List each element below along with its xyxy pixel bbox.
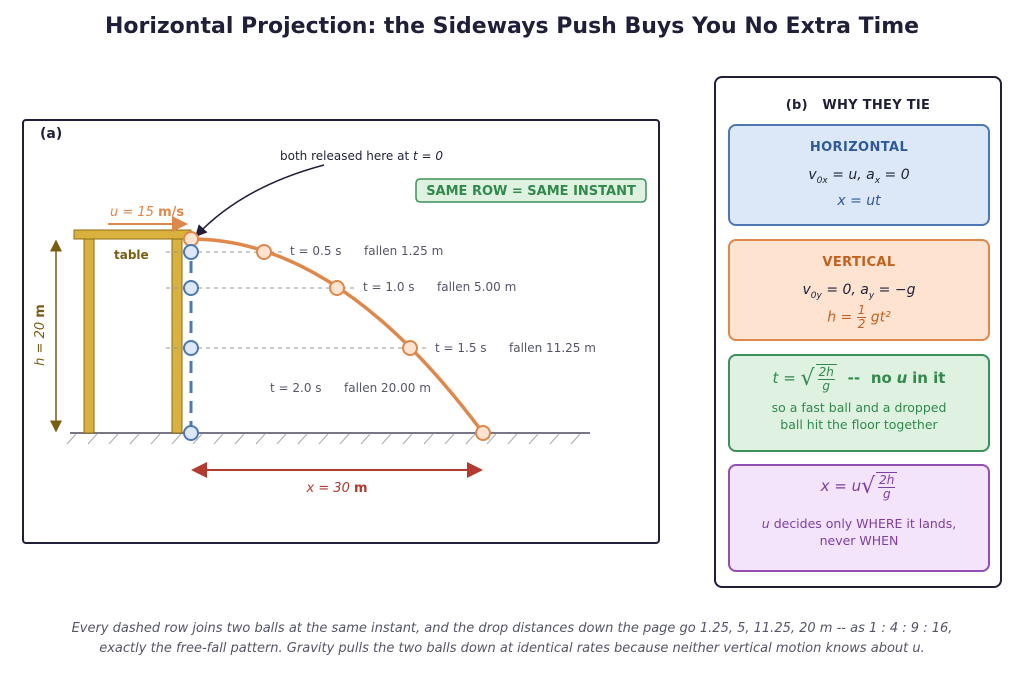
- horizontal-card: HORIZONTAL v0x = u, ax = 0 x = ut: [728, 124, 990, 226]
- release-pointer: [194, 164, 325, 238]
- range-note: u decides only WHERE it lands, never WHE…: [761, 516, 957, 548]
- vertical-title: VERTICAL: [822, 255, 896, 270]
- dropped-ball: [183, 340, 199, 356]
- table-label: table: [114, 248, 149, 262]
- ground-hatch: [507, 433, 518, 445]
- same-instant-badge: [415, 178, 647, 203]
- dropped-ball: [183, 244, 199, 260]
- ground-hatch: [528, 433, 539, 445]
- range-card: x = u√ 2h g u decides only WHERE it lands,…: [728, 464, 990, 572]
- ground-hatch: [423, 433, 434, 445]
- time-equation: t = √ 2h g -- no u in it: [772, 364, 946, 393]
- row-fallen-label: fallen 1.25 m: [364, 244, 443, 258]
- horizontal-range-equation: x = ut: [837, 192, 881, 209]
- ground-hatch: [213, 433, 224, 445]
- ground-hatch: [276, 433, 287, 445]
- trajectory-curve: [190, 237, 485, 435]
- projectile-ball: [475, 425, 491, 441]
- table: [73, 229, 192, 434]
- projectile-ball: [402, 340, 418, 356]
- time-note: so a fast ball and a dropped ball hit th…: [771, 400, 947, 432]
- row-time-label: t = 0.5 s: [290, 244, 342, 258]
- figure-caption: Every dashed row joins two balls at the …: [0, 619, 1024, 659]
- ground-hatch: [66, 433, 77, 445]
- projectile-ball: [256, 244, 272, 260]
- ground-hatch: [486, 433, 497, 445]
- panel-a-label: (a): [40, 126, 62, 142]
- horizontal-equation: v0x = u, ax = 0: [808, 167, 910, 186]
- time-card: t = √ 2h g -- no u in it so a fast ball an…: [728, 354, 990, 452]
- vertical-equation: v0y = 0, ay = −g: [802, 282, 916, 301]
- ground-hatch: [465, 433, 476, 445]
- ground-hatch: [171, 433, 182, 445]
- row-fallen-label: fallen 5.00 m: [437, 280, 516, 294]
- ground-hatch: [570, 433, 581, 445]
- range-label: x = 30 m: [305, 481, 367, 496]
- ground-hatch: [318, 433, 329, 445]
- ground-hatch: [192, 433, 203, 445]
- time-rows: [166, 251, 426, 349]
- release-note: both released here at t = 0: [280, 149, 443, 163]
- height-label: h = 20 m: [33, 304, 48, 366]
- caption-line: Every dashed row joins two balls at the …: [71, 621, 953, 636]
- ground-hatch: [381, 433, 392, 445]
- row-fallen-label: fallen 11.25 m: [509, 341, 596, 355]
- row-time-label: t = 1.0 s: [363, 280, 415, 294]
- diagram-panel-a: (a) table h = 20 m u = 15 m/s both relea…: [22, 119, 660, 544]
- page-title: Horizontal Projection: the Sideways Push…: [104, 14, 920, 39]
- horizontal-title: HORIZONTAL: [809, 140, 909, 155]
- badge-text: SAME ROW = SAME INSTANT: [426, 184, 636, 199]
- ground-hatch: [297, 433, 308, 445]
- explanation-panel-b: (b) WHY THEY TIE HORIZONTAL v0x = u, ax …: [714, 76, 1002, 588]
- ground-hatch: [339, 433, 350, 445]
- ground-hatch: [234, 433, 245, 445]
- ground-hatch: [549, 433, 560, 445]
- ground-hatch: [108, 433, 119, 445]
- row-time-label: t = 2.0 s: [270, 381, 322, 395]
- dropped-ball: [183, 280, 199, 296]
- ground-hatch: [150, 433, 161, 445]
- row-time-label: t = 1.5 s: [435, 341, 487, 355]
- range-equation: x = u√ 2h g: [730, 472, 988, 501]
- ground-hatch: [402, 433, 413, 445]
- projectile-ball: [183, 231, 199, 247]
- projectile-ball: [329, 280, 345, 296]
- row-fallen-label: fallen 20.00 m: [344, 381, 431, 395]
- dropped-ball: [183, 425, 199, 441]
- panel-b-heading: (b) WHY THEY TIE: [785, 98, 931, 113]
- caption-line: exactly the free-fall pattern. Gravity p…: [99, 641, 925, 656]
- ground-hatch: [360, 433, 371, 445]
- ground-hatch: [129, 433, 140, 445]
- ground: [66, 432, 590, 445]
- speed-label: u = 15 m/s: [110, 205, 184, 220]
- projectile-diagram: (a) table h = 20 m u = 15 m/s both relea…: [33, 126, 647, 496]
- ground-hatch: [255, 433, 266, 445]
- ground-hatch: [87, 433, 98, 445]
- ground-hatch: [444, 433, 455, 445]
